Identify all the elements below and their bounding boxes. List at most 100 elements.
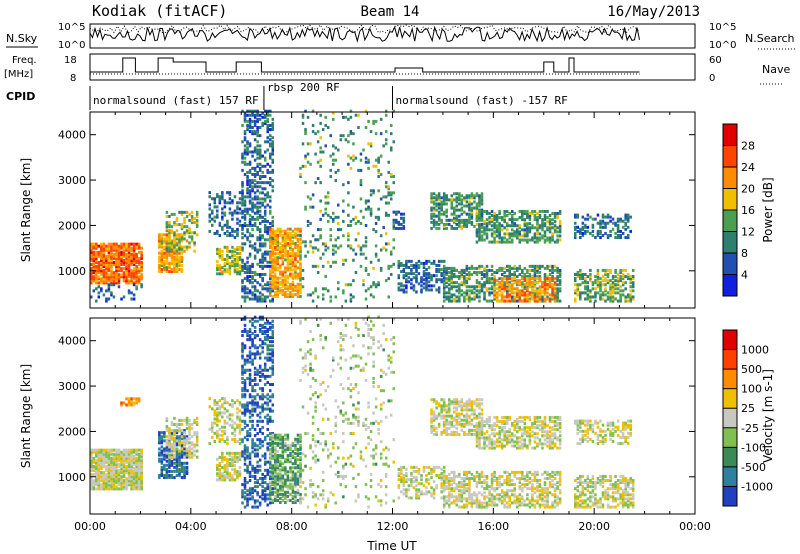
heatmap-cell <box>631 297 635 301</box>
heatmap-cell <box>349 115 353 119</box>
heatmap-cell <box>397 220 401 224</box>
heatmap-cell <box>170 449 174 453</box>
heatmap-cell <box>135 254 138 258</box>
heatmap-cell <box>510 291 514 295</box>
heatmap-cell <box>498 281 501 285</box>
heatmap-cell <box>500 299 504 303</box>
heatmap-cell <box>626 215 630 219</box>
heatmap-cell <box>168 439 171 443</box>
heatmap-cell <box>218 199 222 203</box>
heatmap-cell <box>258 175 262 179</box>
heatmap-cell <box>369 209 373 213</box>
heatmap-cell <box>263 299 267 303</box>
heatmap-cell <box>503 283 506 287</box>
heatmap-cell <box>97 454 101 458</box>
heatmap-cell <box>132 246 136 250</box>
heatmap-cell <box>97 481 101 485</box>
heatmap-cell <box>125 458 128 462</box>
heatmap-cell <box>211 435 214 439</box>
heatmap-cell <box>543 297 547 301</box>
heatmap-cell <box>531 236 534 240</box>
heatmap-cell <box>410 268 413 272</box>
heatmap-cell <box>216 272 219 276</box>
heatmap-cell <box>120 450 123 454</box>
heatmap-cell <box>190 455 194 459</box>
heatmap-cell <box>258 181 262 185</box>
heatmap-cell <box>170 239 174 243</box>
heatmap-cell <box>584 287 587 291</box>
heatmap-cell <box>558 220 562 224</box>
heatmap-cell <box>289 239 292 243</box>
heatmap-cell <box>246 334 249 338</box>
heatmap-cell <box>95 256 98 260</box>
heatmap-cell <box>160 257 164 261</box>
heatmap-cell <box>531 283 534 287</box>
heatmap-cell <box>430 200 433 204</box>
heatmap-cell <box>158 270 161 274</box>
heatmap-cell <box>213 201 217 205</box>
heatmap-cell <box>135 483 138 487</box>
heatmap-cell <box>485 275 489 279</box>
heatmap-cell <box>510 277 514 281</box>
heatmap-cell <box>248 213 252 217</box>
heatmap-cell <box>132 258 136 262</box>
heatmap-cell <box>538 226 542 230</box>
heatmap-cell <box>95 448 98 452</box>
heatmap-cell <box>253 254 257 258</box>
heatmap-cell <box>180 210 184 214</box>
heatmap-cell <box>256 319 259 323</box>
heatmap-cell <box>616 299 620 303</box>
heatmap-cell <box>498 234 501 238</box>
heatmap-cell <box>236 472 239 476</box>
heatmap-cell <box>321 293 325 297</box>
heatmap-cell <box>271 268 275 272</box>
heatmap-cell <box>437 216 441 220</box>
heatmap-cell <box>488 281 491 285</box>
heatmap-cell <box>110 462 113 466</box>
heatmap-cell <box>226 225 229 229</box>
heatmap-cell <box>281 254 285 258</box>
heatmap-cell <box>465 212 469 216</box>
heatmap-cell <box>175 223 179 227</box>
heatmap-cell <box>604 277 607 281</box>
heatmap-cell <box>498 268 501 272</box>
heatmap-cell <box>332 162 335 166</box>
heatmap-cell <box>266 170 269 174</box>
heatmap-cell <box>556 270 559 274</box>
heatmap-cell <box>483 228 486 232</box>
heatmap-cell <box>115 250 118 254</box>
heatmap-cell <box>470 212 474 216</box>
heatmap-cell <box>533 240 537 244</box>
heatmap-cell <box>614 283 617 287</box>
heatmap-cell <box>281 248 285 252</box>
heatmap-cell <box>518 230 522 234</box>
heatmap-cell <box>173 235 176 239</box>
heatmap-cell <box>228 231 232 235</box>
heatmap-cell <box>548 277 552 281</box>
heatmap-cell <box>95 469 98 473</box>
heatmap-cell <box>513 270 517 274</box>
heatmap-cell <box>243 148 247 152</box>
heatmap-cell <box>195 441 199 445</box>
heatmap-cell <box>132 483 136 487</box>
heatmap-cell <box>440 206 443 210</box>
heatmap-cell <box>223 258 227 262</box>
heatmap-cell <box>437 278 441 282</box>
heatmap-cell <box>160 457 164 461</box>
heatmap-cell <box>266 140 269 144</box>
heatmap-cell <box>248 427 252 431</box>
heatmap-cell <box>158 268 161 272</box>
heatmap-cell <box>271 219 275 223</box>
heatmap-cell <box>170 445 174 449</box>
heatmap-cell <box>405 286 408 290</box>
heatmap-cell <box>604 223 607 227</box>
heatmap-cell <box>301 164 305 168</box>
heatmap-cell <box>400 270 403 274</box>
heatmap-cell <box>468 214 471 218</box>
heatmap-cell <box>558 268 562 272</box>
heatmap-cell <box>490 214 494 218</box>
heatmap-cell <box>485 281 489 285</box>
heatmap-cell <box>281 272 285 276</box>
heatmap-cell <box>389 132 393 136</box>
heatmap-cell <box>586 275 590 279</box>
